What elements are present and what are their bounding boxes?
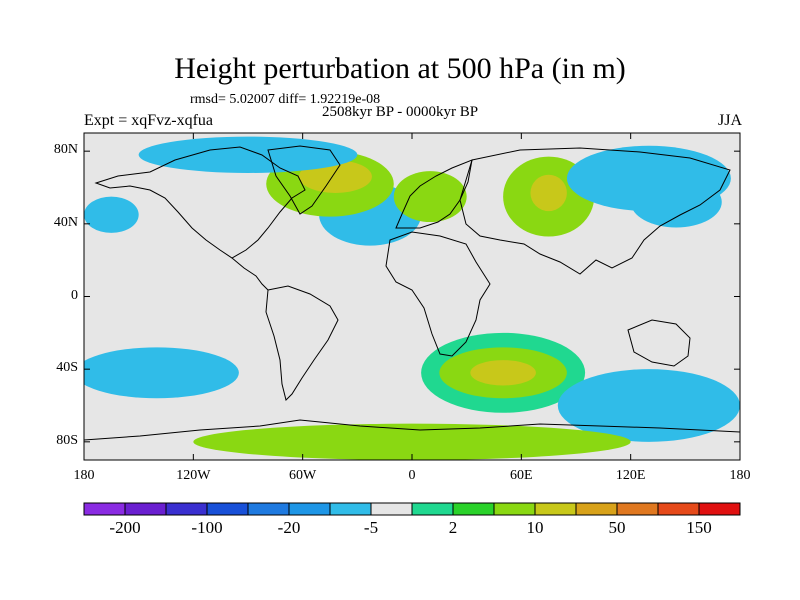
colorbar-box	[698, 502, 741, 516]
lon-label: 180	[73, 468, 95, 483]
colorbar-label: -20	[277, 518, 301, 537]
lon-label: 60W	[289, 468, 317, 483]
field-south-pacific-low	[84, 347, 239, 399]
lon-label: 120E	[615, 468, 646, 483]
colorbar-box	[657, 502, 700, 516]
axis-ticks	[83, 133, 741, 460]
colorbar-box	[493, 502, 536, 516]
colorbar-box	[534, 502, 577, 516]
colorbar-box	[165, 502, 208, 516]
season-label: JJA	[717, 112, 742, 129]
lon-label: 60E	[510, 468, 533, 483]
coastlines	[84, 145, 740, 441]
colorbar-label: 50	[608, 518, 626, 537]
lat-label: 40S	[56, 360, 78, 376]
chart-title: Height perturbation at 500 hPa (in m)	[174, 52, 626, 85]
colorbar-box	[411, 502, 454, 516]
colorbar-label: -200	[109, 518, 141, 537]
field-central-asia-high-core	[530, 174, 567, 212]
experiment-label: Expt = xqFvz-xqfua	[84, 112, 213, 129]
lat-label: 80S	[56, 432, 78, 448]
lat-label: 0	[71, 287, 78, 303]
colorbar-label: -100	[191, 518, 223, 537]
lon-label: 180	[729, 468, 751, 483]
colorbar-box	[124, 502, 167, 516]
period-text: 2508kyr BP - 0000kyr BP	[322, 104, 479, 120]
coastline-north-america	[94, 146, 306, 259]
coastline-antarctica	[84, 419, 740, 441]
field-antarctic-high	[193, 423, 631, 460]
lon-label: 0	[408, 468, 416, 483]
field-southern-ocean-low	[557, 369, 740, 442]
colorbar-box	[370, 502, 413, 516]
colorbar-box	[575, 502, 618, 516]
colorbar	[83, 502, 741, 516]
field-pacific-low	[84, 196, 139, 233]
field-indian-ocean-high-core	[470, 360, 536, 386]
colorbar-box	[247, 502, 290, 516]
colorbar-label: 10	[526, 518, 544, 537]
lat-label: 80N	[53, 142, 78, 158]
field-arctic-low	[138, 136, 358, 173]
colorbar-box	[288, 502, 331, 516]
field-north-pacific-low	[630, 176, 722, 228]
colorbar-box	[616, 502, 659, 516]
lat-label: 40N	[53, 214, 78, 230]
colorbar-label: 2	[448, 518, 458, 537]
field-europe-high	[393, 171, 467, 223]
coastline-australia	[627, 319, 691, 367]
coastline-central-america	[231, 257, 269, 291]
lon-label: 120W	[176, 468, 211, 483]
coastline-asia	[459, 147, 731, 275]
coastline-africa	[385, 231, 491, 357]
anomaly-field-layer	[84, 136, 740, 460]
colorbar-box	[329, 502, 372, 516]
colorbar-box	[452, 502, 495, 516]
stats-text: rmsd= 5.02007 diff= 1.92219e-08	[190, 92, 381, 107]
coastline-greenland	[267, 145, 341, 215]
colorbar-label: -5	[363, 518, 379, 537]
colorbar-box	[206, 502, 249, 516]
colorbar-label: 150	[686, 518, 712, 537]
coastline-south-america	[265, 285, 339, 401]
colorbar-box	[83, 502, 126, 516]
